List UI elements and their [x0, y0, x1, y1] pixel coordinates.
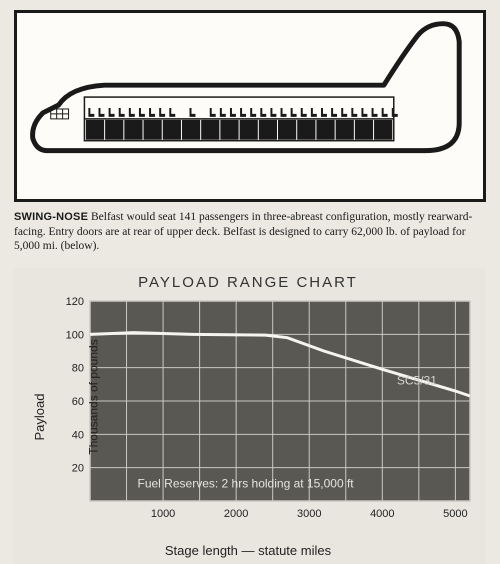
cargo-box: [163, 120, 181, 140]
cargo-box: [220, 120, 238, 140]
cargo-box: [105, 120, 123, 140]
x-tick: 3000: [297, 508, 321, 520]
cargo-box: [355, 120, 373, 140]
cargo-box: [297, 120, 315, 140]
y-tick-labels: 20 40 60 80 100 120: [66, 296, 84, 475]
cargo-box: [182, 120, 200, 140]
x-tick: 4000: [370, 508, 394, 520]
y-tick: 40: [72, 429, 84, 441]
caption-lead: SWING-NOSE: [14, 211, 88, 223]
y-axis-label-inner: Thousands of pounds: [87, 339, 101, 454]
cargo-box: [374, 120, 392, 140]
y-tick: 80: [72, 362, 84, 374]
cargo-box: [144, 120, 162, 140]
y-axis-label-outer: Payload: [32, 393, 47, 440]
cargo-box: [336, 120, 354, 140]
caption-text: SWING-NOSE Belfast would seat 141 passen…: [14, 210, 486, 254]
cargo-box: [86, 120, 104, 140]
y-tick: 100: [66, 329, 84, 341]
x-tick-labels: 1000 2000 3000 4000 5000: [151, 508, 468, 520]
x-tick: 1000: [151, 508, 175, 520]
chart-area: Payload Thousands of pounds SC5/31 Fuel …: [18, 295, 478, 539]
cargo-box: [316, 120, 334, 140]
payload-chart-panel: PAYLOAD RANGE CHART Payload Thousands of…: [14, 268, 486, 564]
x-tick: 2000: [224, 508, 248, 520]
y-tick: 120: [66, 296, 84, 308]
y-tick: 60: [72, 396, 84, 408]
cargo-box: [124, 120, 142, 140]
airplane-diagram: [14, 10, 486, 202]
x-tick: 5000: [443, 508, 467, 520]
chart-footer-text: Fuel Reserves: 2 hrs holding at 15,000 f…: [138, 476, 355, 490]
chart-title: PAYLOAD RANGE CHART: [18, 274, 478, 291]
airplane-svg: [17, 13, 483, 199]
cargo-box: [240, 120, 258, 140]
y-tick: 20: [72, 462, 84, 474]
cargo-box: [259, 120, 277, 140]
chart-annotation: SC5/31: [397, 373, 437, 387]
x-axis-label: Stage length — statute miles: [18, 543, 478, 558]
cargo-box: [201, 120, 219, 140]
cargo-box: [278, 120, 296, 140]
